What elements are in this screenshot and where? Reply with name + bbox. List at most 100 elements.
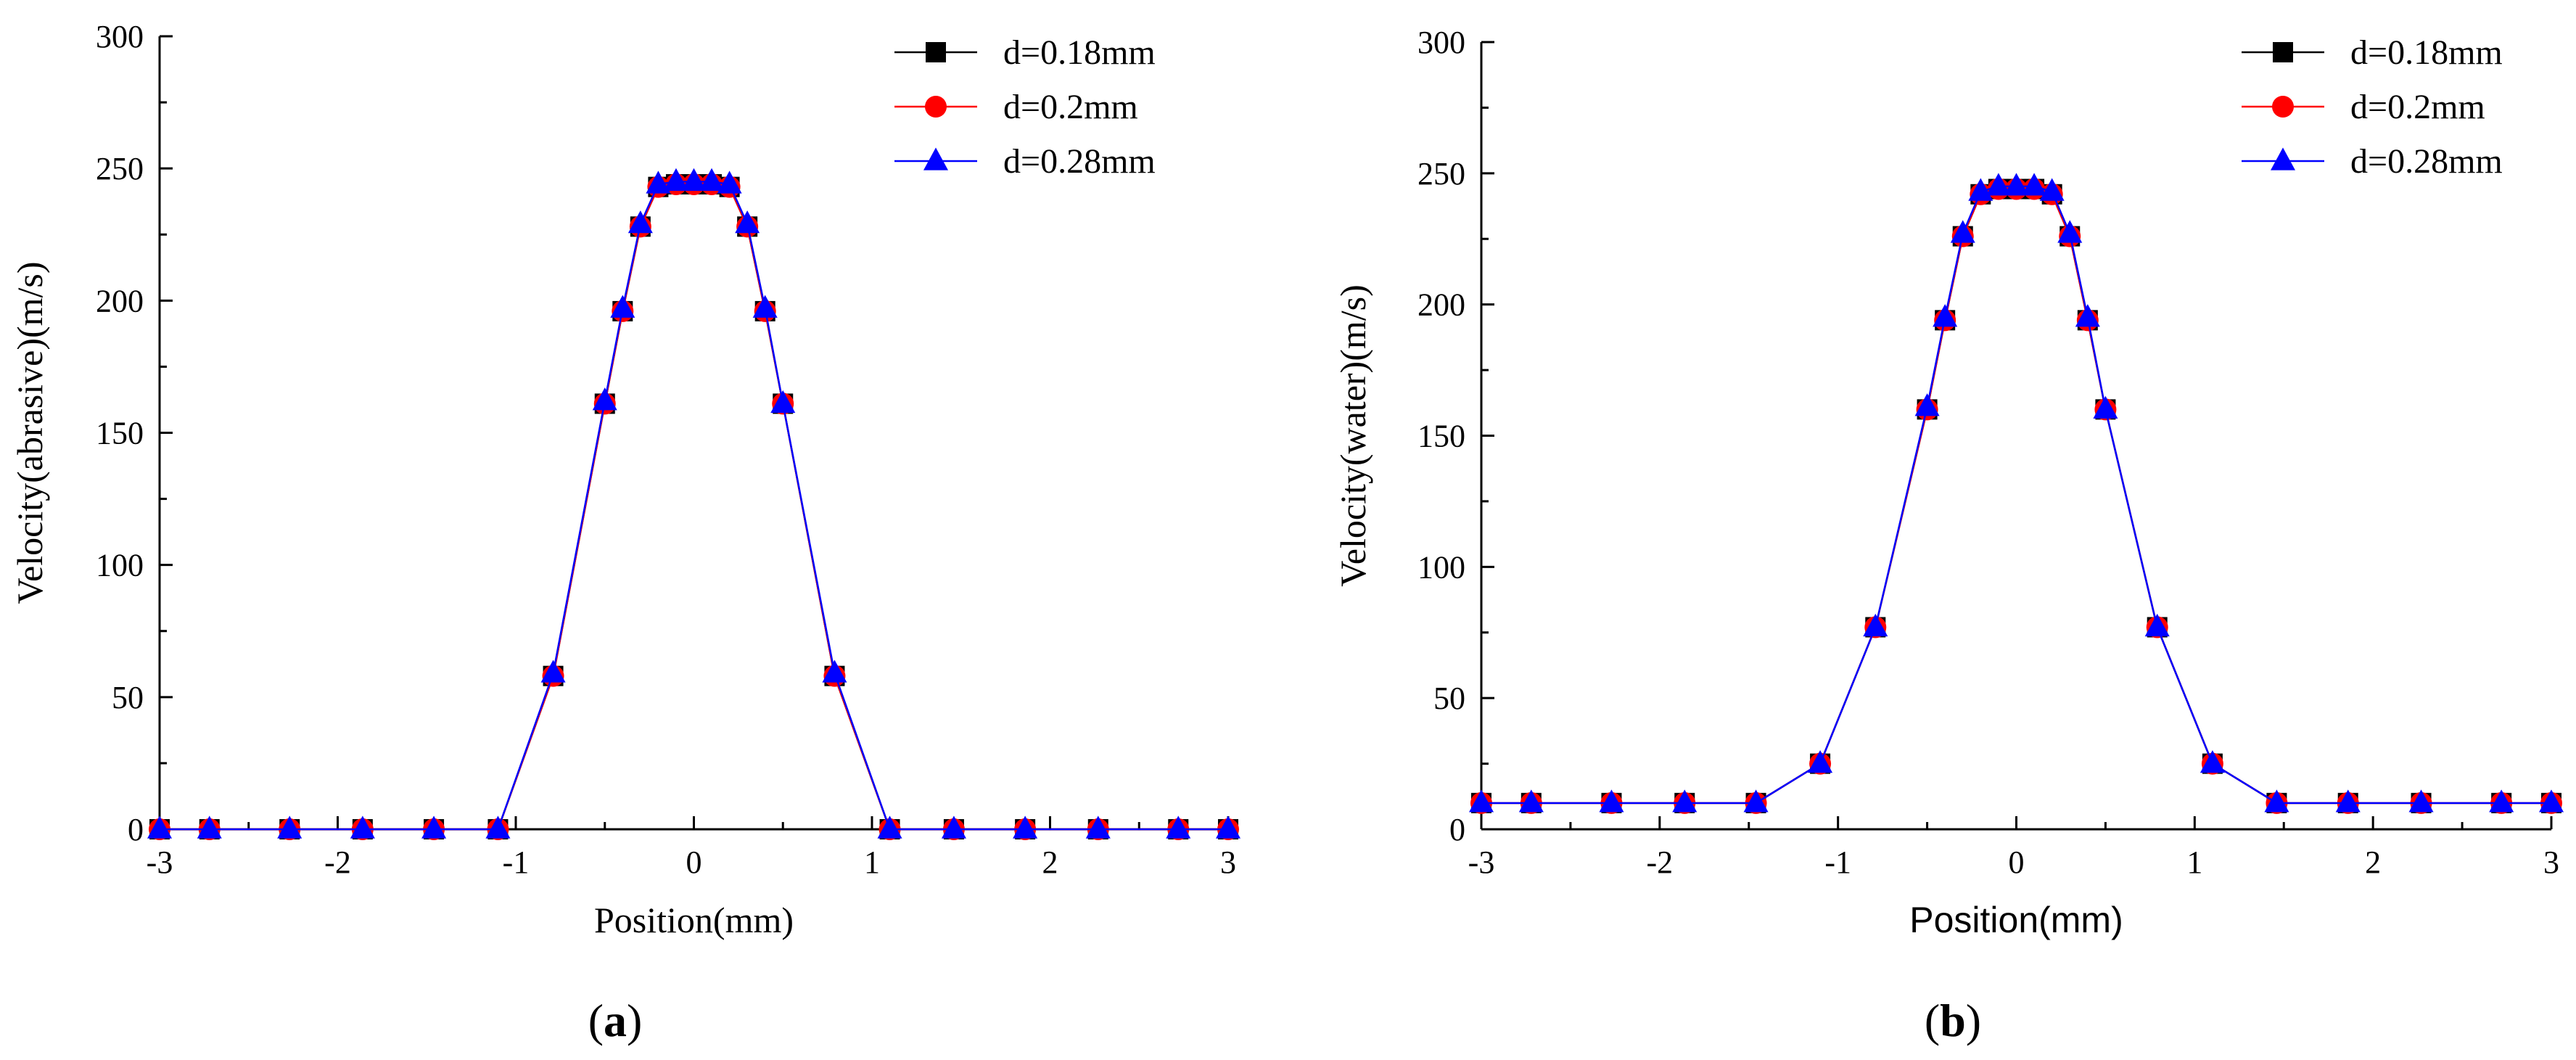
data-point: [699, 168, 725, 191]
x-tick-label: -3: [1468, 845, 1495, 880]
legend-marker: [923, 147, 948, 170]
x-tick-label: 2: [2365, 845, 2381, 880]
data-point: [1808, 749, 1833, 773]
y-tick-label: 300: [96, 19, 144, 54]
panel-label: (b): [1925, 995, 1981, 1046]
legend-label: d=0.18mm: [2350, 33, 2503, 72]
chart-panel-a: 0 50 100 150 200 250 300 -3 -2 -1 0 1 2 3 Position(mm)…: [9, 19, 1240, 1046]
data-point: [2039, 178, 2065, 201]
data-point: [277, 815, 303, 839]
y-axis-title: Velocity(abrasive)(m/s): [9, 261, 50, 604]
y-tick-label: 300: [1417, 25, 1465, 60]
y-tick-label: 50: [1433, 681, 1465, 716]
data-point: [752, 295, 778, 318]
y-tick-label: 50: [112, 680, 144, 715]
data-point: [2057, 220, 2083, 243]
x-tick-label: -1: [503, 845, 530, 880]
data-point: [147, 815, 172, 839]
data-point: [941, 815, 966, 839]
panel-label-close: ): [1966, 995, 1981, 1046]
legend-label: d=0.28mm: [2350, 142, 2503, 181]
data-point: [822, 660, 847, 683]
data-point: [610, 295, 635, 318]
data-point: [2144, 613, 2170, 637]
y-tick-label: 250: [1417, 156, 1465, 192]
data-point: [681, 168, 707, 191]
x-tick-label: 1: [2186, 845, 2202, 880]
y-tick-label: 200: [96, 283, 144, 319]
legend: d=0.18mm d=0.2mm d=0.28mm: [894, 33, 1156, 181]
series-line: [160, 183, 1228, 831]
x-axis-title: Position(mm): [1909, 900, 2123, 940]
y-tick-label: 100: [96, 548, 144, 583]
y-tick-label: 100: [1417, 549, 1465, 585]
data-point: [540, 660, 566, 683]
series-line: [1481, 188, 2551, 805]
data-point: [1986, 173, 2011, 196]
data-point: [2489, 789, 2514, 813]
series-circle: [149, 173, 1239, 840]
panel-label-open: (: [1925, 995, 1940, 1046]
y-tick-label: 150: [1417, 419, 1465, 454]
data-point: [2335, 789, 2361, 813]
data-point: [2408, 789, 2434, 813]
y-tick-label: 200: [1417, 287, 1465, 323]
legend-label: d=0.2mm: [1003, 88, 1138, 126]
data-point: [1166, 815, 1191, 839]
data-point: [627, 210, 653, 234]
panel-label-close: ): [627, 995, 642, 1046]
series-triangle: [147, 168, 1240, 839]
data-point: [717, 170, 742, 194]
data-point: [2004, 173, 2029, 196]
data-point: [1933, 304, 1958, 327]
x-tick-label: -2: [324, 845, 351, 880]
data-point: [350, 815, 375, 839]
x-tick-label: -2: [1647, 845, 1674, 880]
legend-label: d=0.28mm: [1003, 142, 1156, 181]
legend-marker: [926, 42, 946, 62]
x-tick-label: 0: [686, 845, 702, 880]
series-line: [1481, 188, 2551, 805]
x-tick-label: -1: [1824, 845, 1851, 880]
panel-label-letter: b: [1940, 995, 1966, 1046]
legend-marker: [2271, 147, 2295, 170]
y-tick-label: 0: [1449, 812, 1465, 847]
legend-marker: [2272, 96, 2294, 118]
series-line: [1481, 185, 2551, 805]
data-point: [592, 387, 617, 411]
legend-marker: [925, 96, 947, 118]
panel-label: (a): [588, 995, 643, 1046]
data-point: [770, 390, 796, 414]
data-point: [2264, 789, 2289, 813]
data-point: [646, 170, 671, 194]
series-square: [1471, 178, 2561, 813]
series-line: [160, 181, 1228, 831]
legend-label: d=0.2mm: [2350, 88, 2485, 126]
x-tick-label: 1: [864, 845, 880, 880]
data-point: [663, 168, 688, 191]
x-tick-label: -3: [147, 845, 173, 880]
data-point: [1950, 220, 1975, 243]
panel-label-open: (: [588, 995, 604, 1046]
data-point: [1216, 815, 1240, 839]
x-tick-label: 3: [1220, 845, 1236, 880]
y-tick-label: 150: [96, 416, 144, 451]
data-point: [2075, 304, 2100, 327]
chart-panel-b: 0 50 100 150 200 250 300 -3 -2 -1 0 1 2 3 Position(mm)…: [1333, 25, 2564, 1046]
x-tick-label: 2: [1042, 845, 1058, 880]
data-point: [1469, 789, 1494, 813]
data-point: [2539, 789, 2564, 813]
y-axis-title: Velocity(water)(m/s): [1333, 284, 1373, 587]
data-point: [1743, 789, 1769, 813]
legend-marker: [2273, 42, 2293, 62]
data-point: [1599, 789, 1624, 813]
data-point: [1672, 789, 1698, 813]
y-tick-label: 250: [96, 151, 144, 186]
data-point: [877, 815, 902, 839]
y-tick-label: 0: [128, 812, 144, 847]
series-circle: [1470, 178, 2562, 814]
data-point: [2200, 749, 2225, 773]
data-point: [1863, 613, 1888, 637]
x-tick-label: 3: [2543, 845, 2559, 880]
